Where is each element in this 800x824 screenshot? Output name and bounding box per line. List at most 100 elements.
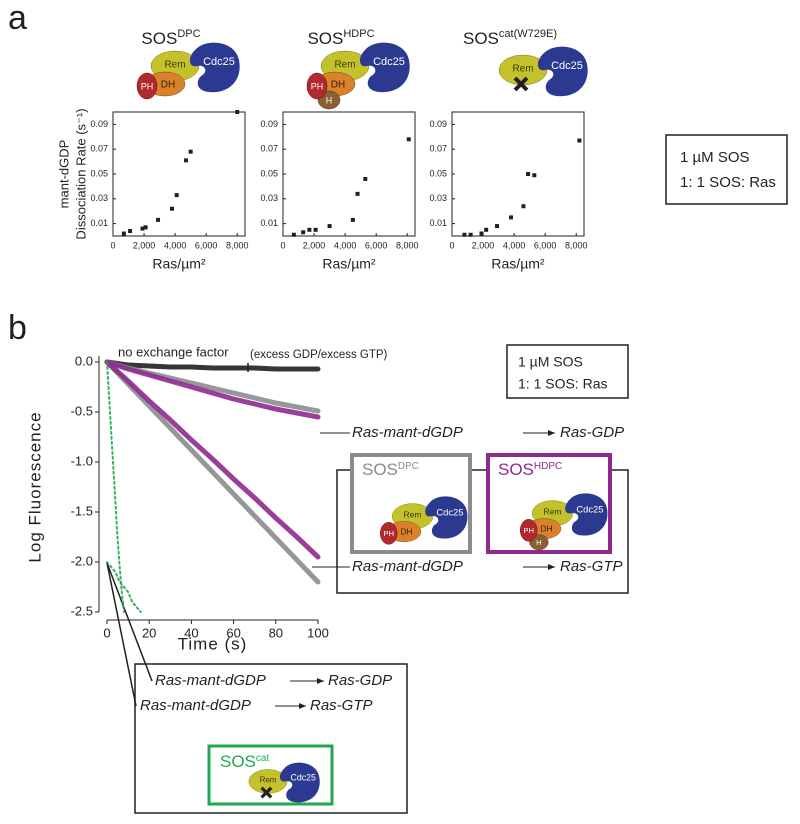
legend-title: SOScat (220, 752, 269, 771)
x-tick-label: 8,000 (396, 240, 419, 250)
x-tick-label: 2,000 (472, 240, 495, 250)
info-text: 1: 1 SOS: Ras (680, 174, 776, 191)
reaction-label: Ras-mant-dGDP (140, 697, 251, 714)
data-point (363, 176, 368, 181)
domain-cartoon: Cdc25 HPH DH Rem (306, 42, 410, 110)
x-tick-label: 100 (307, 625, 329, 640)
y-tick-label: 0.03 (260, 193, 278, 203)
series-line (104, 359, 321, 560)
pointer (106, 562, 153, 682)
domain-cdc25 (537, 46, 588, 97)
plot-frame (112, 111, 246, 237)
title-sup: DPC (177, 28, 200, 40)
y-tick-label: 0.05 (90, 168, 108, 178)
domain-cartoon: Cdc25 Rem (248, 762, 320, 803)
domain-cdc25 (189, 42, 240, 93)
domain-label: Cdc25 (373, 56, 405, 68)
title-main: SOS (463, 29, 499, 48)
legend-title: SOSHDPC (498, 460, 562, 479)
x-tick-label: 8,000 (226, 240, 249, 250)
info-text: 1 µM SOS (518, 354, 583, 370)
data-point (183, 158, 188, 163)
reaction-label: Ras-GDP (328, 672, 392, 689)
domain-label: Rem (260, 776, 277, 785)
y-axis-label: Dissociation Rate (s⁻¹) (73, 108, 88, 239)
x-axis-label: Time (s) (178, 634, 248, 653)
title-sup: cat(W729E) (499, 28, 557, 40)
domain-label: DH (331, 80, 345, 91)
y-tick-label: -1.0 (71, 453, 93, 468)
data-point (143, 225, 148, 230)
data-point (170, 206, 175, 211)
title-main: SOS (307, 29, 343, 48)
data-point (468, 232, 473, 237)
legend-box (134, 663, 408, 814)
domain-label: Rem (512, 64, 533, 75)
domain-label: Cdc25 (551, 60, 583, 72)
data-point (128, 229, 133, 234)
series-line (104, 359, 321, 420)
data-point (462, 232, 467, 237)
reaction-label: Ras-mant-dGDP (352, 424, 463, 441)
domain-ph (136, 72, 158, 100)
y-axis-label: Log Fluorescence (25, 411, 44, 562)
domain-label: PH (141, 81, 154, 91)
x-tick-label: 0 (280, 240, 285, 250)
domain-ph (519, 519, 538, 542)
domain-label: H (326, 95, 333, 105)
chart-title: SOSDPC (141, 28, 200, 49)
reaction-label: Ras-mant-dGDP (155, 672, 266, 689)
domain-cdc25 (425, 496, 468, 539)
arrow-head (548, 564, 555, 570)
domain-label: H (536, 538, 542, 547)
x-tick-label: 0 (449, 240, 454, 250)
x-axis-label: Ras/µm² (152, 256, 206, 272)
info-box (665, 134, 788, 205)
data-point (291, 232, 296, 237)
domain-label: PH (383, 529, 394, 538)
arrow-head (548, 430, 555, 436)
data-point (495, 224, 500, 229)
reaction-label: Ras-GTP (310, 697, 373, 714)
data-point (355, 191, 360, 196)
data-point (313, 227, 318, 232)
y-tick-label: 0.03 (90, 193, 108, 203)
data-point (521, 204, 526, 209)
data-point (121, 231, 126, 236)
reaction-label: Ras-GTP (560, 558, 623, 575)
domain-label: Rem (334, 60, 355, 71)
domain-cartoon: Cdc25 HPH DH Rem (519, 493, 608, 551)
chart-title: SOScat(W729E) (463, 28, 557, 49)
domain-cdc25 (359, 42, 410, 93)
y-tick-label: -0.5 (71, 403, 93, 418)
legend-title: SOSDPC (362, 460, 419, 479)
y-tick-label: -2.5 (71, 603, 93, 618)
y-tick-label: 0.01 (90, 218, 108, 228)
data-point (479, 231, 484, 236)
series-line (104, 359, 321, 372)
domain-label: PH (311, 81, 324, 91)
y-tick-label: 0.09 (260, 119, 278, 129)
arrow-head (317, 678, 324, 684)
y-tick-label: 0.01 (429, 218, 447, 228)
x-tick-label: 8,000 (565, 240, 588, 250)
data-point (532, 173, 537, 178)
data-point (577, 138, 582, 143)
y-tick-label: 0.09 (90, 119, 108, 129)
x-tick-label: 40 (184, 625, 198, 640)
data-point (235, 110, 240, 114)
domain-label: Rem (164, 60, 185, 71)
data-point (526, 172, 531, 176)
title-sup: HDPC (343, 28, 374, 40)
series-line (106, 561, 142, 613)
x-tick-label: 6,000 (195, 240, 218, 250)
info-box (506, 344, 629, 399)
domain-label: PH (523, 526, 534, 535)
domain-ph (379, 522, 398, 545)
x-tick-label: 0 (103, 625, 110, 640)
annotation: no exchange factor (118, 344, 229, 359)
reaction-label: Ras-mant-dGDP (352, 558, 463, 575)
domain-cartoon: Cdc25 Rem (498, 46, 588, 97)
info-text: 1 µM SOS (680, 149, 750, 166)
